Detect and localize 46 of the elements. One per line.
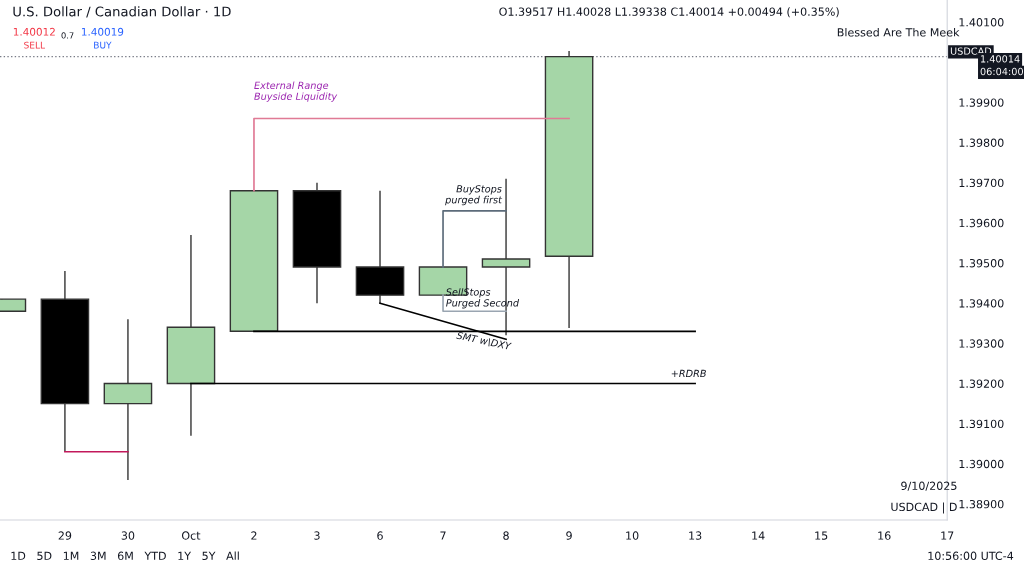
annotation: +RDRB (671, 369, 706, 377)
annotation: Blessed Are The Meek (837, 27, 960, 37)
y-tick-label: 1.39200 (959, 379, 1004, 388)
candlestick (103, 318, 153, 481)
y-tick-label: 1.39400 (959, 299, 1004, 308)
text: 10:56:00 UTC-4 (928, 551, 1014, 560)
annotation: 9/10/2025 (901, 481, 957, 491)
x-tick-label: 10 (626, 531, 639, 540)
annotation: BUY (94, 41, 112, 49)
y-tick-label: 1.39300 (959, 339, 1004, 348)
annotation: USDCAD | D (891, 502, 957, 514)
y-tick-label: 1.39800 (959, 138, 1004, 147)
x-tick-label: 8 (503, 531, 509, 540)
y-tick-label: 1.38900 (959, 499, 1004, 509)
x-tick-label: 30 (121, 531, 135, 540)
x-tick-label: 14 (752, 531, 765, 540)
text: 1D 5D 1M 3M 6M YTD 1Y 5Y All (11, 551, 239, 560)
y-tick-label: 1.39900 (959, 98, 1004, 107)
annotation: SMT w\DXY (455, 331, 512, 351)
y-tick-label: 1.39700 (959, 178, 1004, 188)
x-tick-label: Oct (181, 531, 201, 540)
y-tick-label: 1.39100 (959, 419, 1004, 429)
x-tick-label: 6 (377, 531, 383, 540)
x-tick-label: 15 (815, 531, 828, 540)
y-tick-label: 1.39500 (959, 259, 1004, 268)
annotation: External Range Buyside Liquidity (254, 81, 338, 102)
x-tick-label: 9 (566, 531, 572, 540)
x-tick-label: 13 (689, 531, 702, 540)
y-tick-label: 1.40100 (959, 18, 1004, 27)
text: 06:04:00 (980, 67, 1023, 76)
chart-title: U.S. Dollar / Canadian Dollar · 1D (13, 6, 231, 18)
y-tick-label: 1.39000 (959, 459, 1004, 469)
x-tick-label: 2 (251, 531, 257, 540)
text: O1.39517 H1.40028 L1.39338 C1.40014 +0.00494 (+0.35%) (499, 7, 839, 18)
x-tick-label: 17 (941, 531, 954, 540)
x-tick-label: 16 (878, 531, 891, 540)
x-tick-label: 3 (314, 531, 320, 540)
text: 1.40014 (981, 55, 1020, 63)
x-tick-label: 29 (58, 531, 72, 540)
annotation: BuyStops purged first (445, 185, 503, 206)
annotation: 1.40012 (13, 27, 55, 36)
annotation: SELL (24, 41, 45, 49)
x-tick-label: 7 (440, 531, 446, 540)
annotation: 0.7 (61, 32, 74, 39)
annotation: 1.40019 (82, 27, 124, 36)
y-tick-label: 1.39600 (959, 218, 1004, 228)
